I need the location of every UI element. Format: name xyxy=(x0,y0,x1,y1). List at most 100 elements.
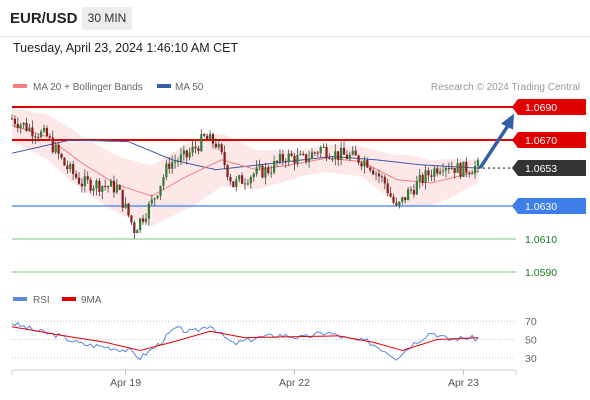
candle-body xyxy=(401,197,404,202)
candle-body xyxy=(278,154,282,162)
candle xyxy=(340,141,343,166)
candle-body xyxy=(363,160,366,167)
candle-body xyxy=(354,150,357,156)
level-tag-bg xyxy=(512,99,586,115)
candle xyxy=(232,181,235,188)
candle-body xyxy=(133,222,136,234)
candle-body xyxy=(264,167,267,178)
candle xyxy=(471,169,474,175)
candle-body xyxy=(275,160,279,162)
candle-body xyxy=(310,152,314,159)
candle xyxy=(136,228,139,234)
candle-body xyxy=(322,146,325,148)
candle-body xyxy=(456,163,459,173)
rsi-path xyxy=(11,321,479,361)
legend-label-9ma: 9MA xyxy=(81,295,102,306)
timeframe-badge[interactable]: 30 MIN xyxy=(82,7,132,30)
candle xyxy=(409,186,413,195)
level-lines xyxy=(12,106,516,273)
candle xyxy=(284,158,287,169)
candle-body xyxy=(351,150,354,155)
candle-body xyxy=(174,161,177,163)
candle xyxy=(74,170,78,180)
candle xyxy=(238,174,241,183)
candle-body xyxy=(307,158,311,162)
candle-body xyxy=(159,185,162,196)
candle-body xyxy=(290,153,293,156)
candle-body xyxy=(136,230,139,234)
candle xyxy=(51,130,54,155)
candle-body xyxy=(334,151,337,159)
candle xyxy=(357,154,360,166)
candle-body xyxy=(255,167,258,174)
candle xyxy=(182,145,185,161)
candle xyxy=(147,201,150,226)
level-tag-1.0630: 1.0630 xyxy=(512,198,586,214)
candle-body xyxy=(389,193,392,197)
bollinger-bands xyxy=(12,108,478,227)
candle-body xyxy=(421,174,424,184)
candle xyxy=(447,162,450,174)
candle xyxy=(392,193,395,205)
candle xyxy=(465,157,468,178)
candle-body xyxy=(144,218,148,222)
candle xyxy=(462,161,465,178)
candle-body xyxy=(229,176,232,182)
candle xyxy=(293,153,296,171)
candle-body xyxy=(214,143,217,148)
candle xyxy=(101,185,104,200)
candle xyxy=(121,189,124,212)
candle-body xyxy=(415,181,418,195)
candle-body xyxy=(374,173,378,175)
legend-label-rsi: RSI xyxy=(33,295,50,306)
candle xyxy=(107,185,110,193)
candle-body xyxy=(273,160,276,173)
candle xyxy=(66,160,69,174)
candle xyxy=(226,163,229,181)
candle xyxy=(223,145,226,170)
candle xyxy=(383,174,386,190)
candle-body xyxy=(95,180,98,189)
level-label-1.0670: 1.0670 xyxy=(525,135,557,147)
candle xyxy=(208,130,212,140)
level-tag-bg xyxy=(512,160,586,177)
candle xyxy=(255,160,258,177)
candle xyxy=(89,177,92,194)
candle xyxy=(40,129,43,139)
level-label-1.0610: 1.0610 xyxy=(525,234,557,246)
candle-body xyxy=(226,165,229,177)
candle xyxy=(214,138,217,150)
candle xyxy=(468,170,471,178)
candle xyxy=(270,165,273,178)
legend-swatch-ma50 xyxy=(157,84,171,88)
candle-body xyxy=(171,162,174,169)
candle-body xyxy=(220,144,223,153)
candle-body xyxy=(453,167,456,173)
candle-body xyxy=(369,167,372,171)
candle-body xyxy=(109,180,113,187)
candle-body xyxy=(302,153,305,155)
candle-body xyxy=(444,167,448,171)
candle-body xyxy=(63,157,66,166)
candle xyxy=(188,147,191,161)
candle-body xyxy=(340,147,343,160)
candle xyxy=(345,150,349,160)
candle xyxy=(211,132,215,149)
candle-body xyxy=(165,163,168,178)
candle xyxy=(109,178,113,187)
candle xyxy=(31,120,34,144)
candle-body xyxy=(243,183,247,185)
candle-body xyxy=(118,185,121,190)
candle xyxy=(217,139,220,151)
candle-body xyxy=(427,170,430,176)
candle xyxy=(456,158,459,173)
candle xyxy=(197,145,200,155)
candle xyxy=(235,175,238,192)
candle-body xyxy=(238,175,241,180)
candle-body xyxy=(168,163,171,169)
candle-body xyxy=(28,127,31,131)
candle-body xyxy=(98,180,101,192)
level-tag-bg xyxy=(512,132,586,148)
candle xyxy=(305,153,308,165)
